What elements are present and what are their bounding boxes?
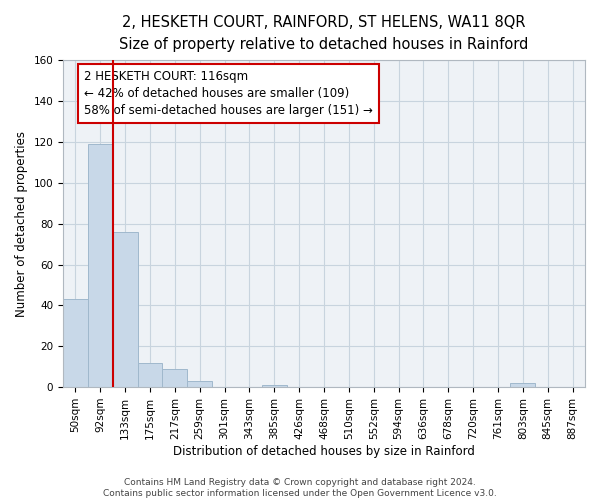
Text: Contains HM Land Registry data © Crown copyright and database right 2024.
Contai: Contains HM Land Registry data © Crown c… [103, 478, 497, 498]
Bar [187, 381, 212, 387]
Bar [137, 362, 163, 387]
X-axis label: Distribution of detached houses by size in Rainford: Distribution of detached houses by size … [173, 444, 475, 458]
Bar [113, 232, 137, 387]
Bar [262, 385, 287, 387]
Title: 2, HESKETH COURT, RAINFORD, ST HELENS, WA11 8QR
Size of property relative to det: 2, HESKETH COURT, RAINFORD, ST HELENS, W… [119, 15, 529, 52]
Y-axis label: Number of detached properties: Number of detached properties [15, 130, 28, 316]
Bar [163, 368, 187, 387]
Bar [511, 383, 535, 387]
Bar [63, 300, 88, 387]
Text: 2 HESKETH COURT: 116sqm
← 42% of detached houses are smaller (109)
58% of semi-d: 2 HESKETH COURT: 116sqm ← 42% of detache… [84, 70, 373, 117]
Bar [88, 144, 113, 387]
